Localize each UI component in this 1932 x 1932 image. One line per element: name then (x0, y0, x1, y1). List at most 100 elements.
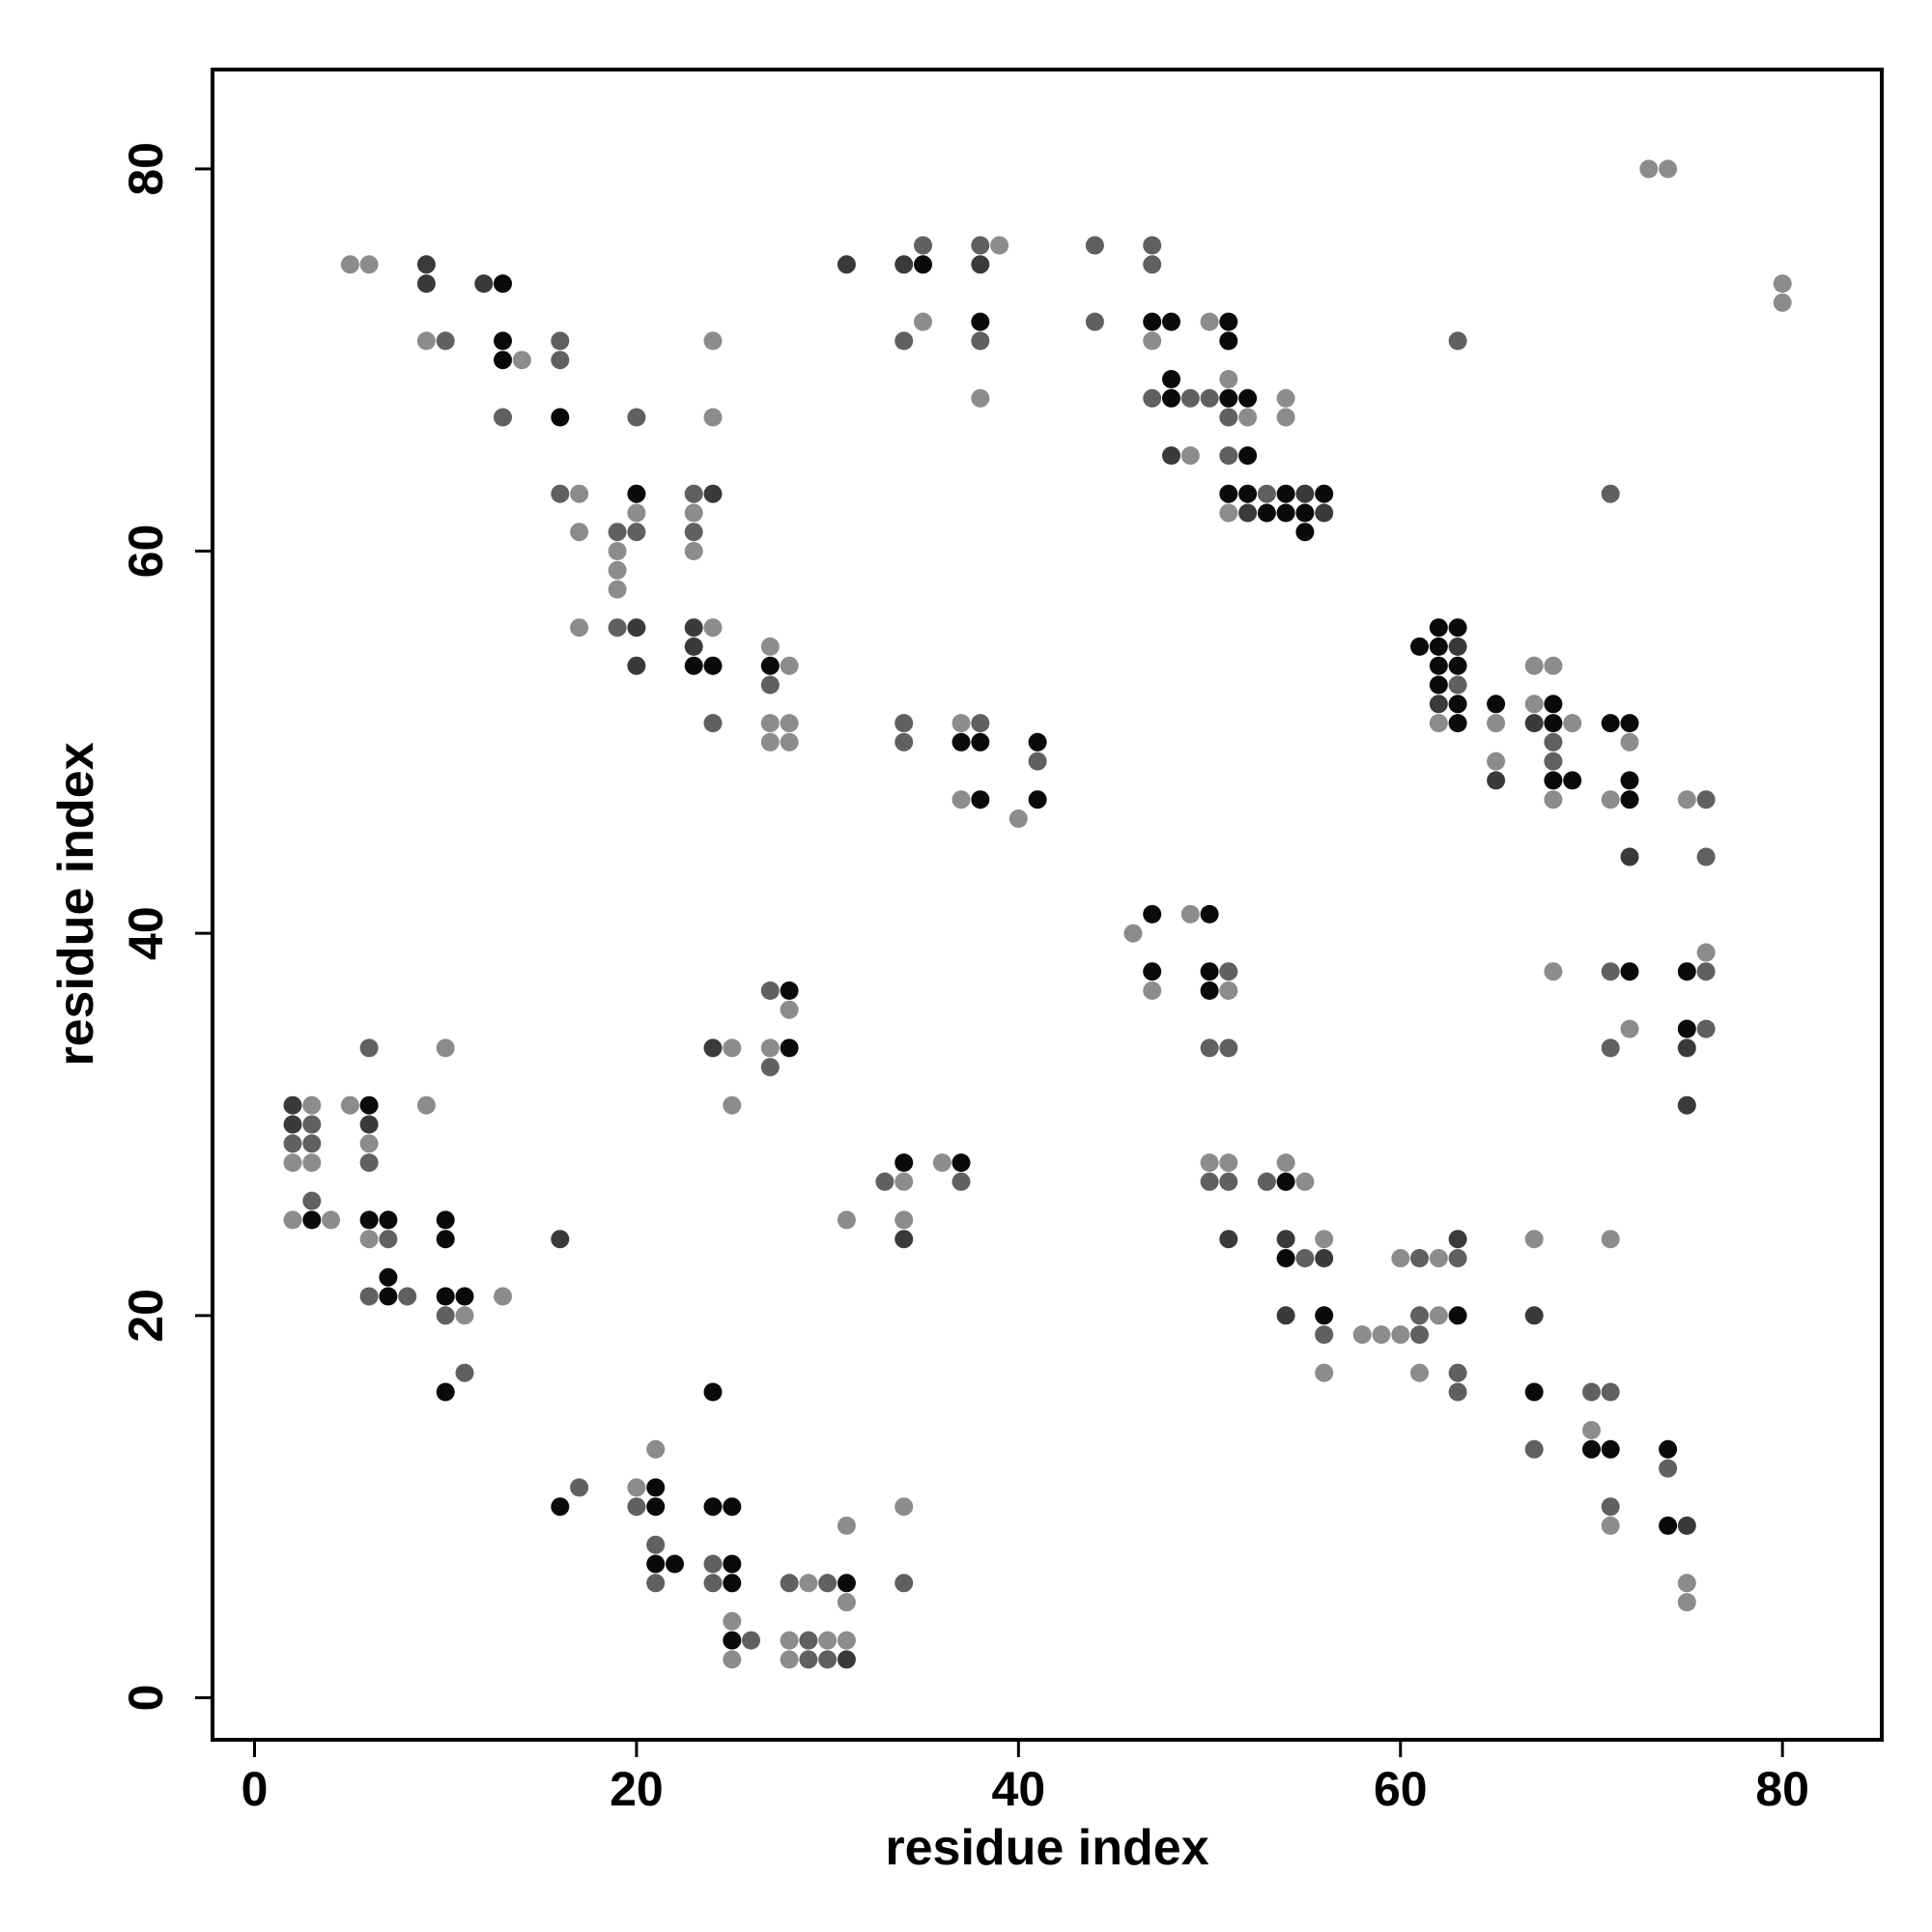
data-point (780, 1650, 799, 1669)
x-tick-label: 0 (242, 1762, 269, 1816)
data-point (646, 1478, 666, 1497)
data-point (416, 331, 436, 351)
data-point (1563, 771, 1582, 790)
data-point (436, 1038, 455, 1058)
data-point (1601, 1382, 1620, 1402)
data-point (1601, 714, 1620, 733)
data-point (512, 351, 531, 370)
data-point (1410, 1325, 1429, 1345)
data-point (684, 637, 703, 656)
data-point (1544, 695, 1563, 714)
data-point (1544, 714, 1563, 733)
data-point (1677, 1038, 1696, 1058)
data-point (760, 714, 780, 733)
data-point (723, 1611, 742, 1631)
data-point (971, 388, 990, 408)
data-point (780, 1038, 799, 1058)
data-point (799, 1574, 818, 1593)
data-point (971, 331, 990, 351)
data-point (1143, 236, 1162, 255)
data-point (1200, 1172, 1219, 1191)
data-point (703, 1554, 723, 1574)
data-point (608, 523, 627, 542)
y-tick-label: 20 (119, 1289, 173, 1343)
data-point (1620, 790, 1639, 810)
data-point (1162, 370, 1180, 388)
data-point (1487, 695, 1506, 714)
data-point (703, 656, 723, 675)
data-point (952, 732, 971, 752)
x-tick-label: 60 (1374, 1762, 1428, 1816)
data-point (359, 1115, 379, 1134)
data-point (379, 1267, 398, 1287)
data-point (1410, 1249, 1429, 1267)
data-point (895, 1230, 914, 1249)
data-point (1659, 1516, 1678, 1535)
x-tick-label: 40 (992, 1762, 1046, 1816)
data-point (1200, 1038, 1219, 1058)
data-point (760, 675, 780, 695)
data-point (684, 523, 703, 542)
data-point (666, 1554, 684, 1574)
data-point (302, 1095, 322, 1115)
data-point (1410, 1306, 1429, 1325)
data-point (416, 1095, 436, 1115)
data-point (436, 1230, 455, 1249)
data-point (379, 1287, 398, 1306)
data-point (646, 1439, 666, 1459)
data-point (627, 484, 646, 503)
data-point (723, 1650, 742, 1669)
data-point (1601, 962, 1620, 981)
data-point (1601, 1230, 1620, 1249)
data-point (684, 484, 703, 503)
data-point (551, 408, 570, 427)
data-point (1410, 637, 1429, 656)
data-point (837, 255, 856, 274)
data-point (837, 1631, 856, 1650)
data-point (283, 1095, 302, 1115)
data-point (1601, 484, 1620, 503)
data-point (1219, 503, 1238, 523)
data-point (283, 1210, 302, 1230)
data-point (1162, 388, 1180, 408)
data-point (302, 1210, 322, 1230)
data-point (932, 1153, 952, 1173)
data-point (359, 1230, 379, 1249)
data-point (1448, 1230, 1467, 1249)
data-point (1620, 847, 1639, 867)
data-point (1524, 656, 1544, 675)
data-point (1219, 446, 1238, 466)
data-point (703, 1497, 723, 1517)
data-point (1429, 618, 1448, 638)
data-point (1544, 790, 1563, 810)
data-point (895, 732, 914, 752)
data-point (1448, 675, 1467, 695)
data-point (703, 331, 723, 351)
data-point (646, 1574, 666, 1593)
data-point (283, 1134, 302, 1153)
data-point (1524, 1439, 1544, 1459)
data-point (1276, 1153, 1295, 1173)
data-point (1315, 1230, 1334, 1249)
data-point (971, 790, 990, 810)
data-point (914, 312, 932, 331)
x-axis-title: residue index (885, 1820, 1208, 1876)
data-point (1487, 771, 1506, 790)
data-point (1276, 1306, 1295, 1325)
data-point (302, 1115, 322, 1134)
data-point (570, 1478, 589, 1497)
data-point (1180, 388, 1200, 408)
data-point (723, 1554, 742, 1574)
data-point (1696, 1019, 1716, 1038)
data-point (1238, 408, 1258, 427)
data-point (302, 1134, 322, 1153)
data-point (1257, 484, 1276, 503)
data-point (1200, 904, 1219, 923)
data-point (1276, 503, 1295, 523)
data-point (760, 637, 780, 656)
data-point (1315, 1306, 1334, 1325)
data-point (1219, 388, 1238, 408)
data-point (780, 714, 799, 733)
data-point (494, 331, 512, 351)
data-point (1696, 790, 1716, 810)
